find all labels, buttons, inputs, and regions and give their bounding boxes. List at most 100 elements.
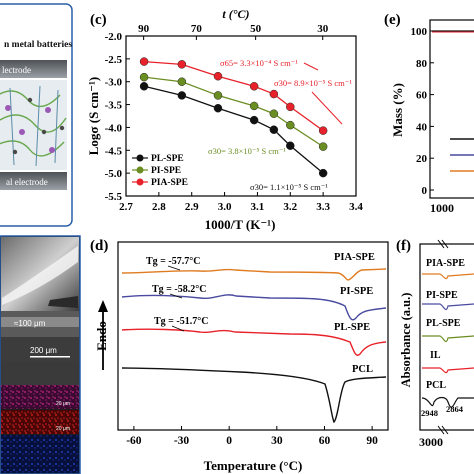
panel-c-label: (c) (90, 12, 107, 28)
panel-c-conductivity-chart: (c) t (°C) 90 70 50 30 2.7 2.8 2.9 3.0 3.1 3.2 3.… (86, 7, 363, 232)
c-point-pl-spe (249, 115, 259, 125)
panel-c-xlabel: 1000/T (K⁻¹) (205, 217, 276, 232)
eds-scale-2: 20 μm (56, 426, 70, 432)
e-ytick-label: 60 (416, 90, 428, 102)
annot-sigma65-pointer (303, 62, 319, 71)
annot-sigma30-pi: σ30= 3.8×10⁻⁵ S cm⁻¹ (208, 146, 286, 156)
sem-film-layer (1, 317, 79, 327)
legend-marker-pia (136, 178, 144, 186)
c-point-pl-spe (269, 125, 279, 134)
c-point-pl-spe (213, 103, 223, 113)
e-ytick-label: 20 (416, 153, 428, 165)
c-xtick-label: 3.4 (349, 201, 363, 213)
tg-pl-label: Tg = -51.7°C (154, 316, 208, 327)
panel-c-top-axis-label: t (°C) (222, 7, 249, 21)
tg-pia-label: Tg = -57.7°C (146, 256, 200, 267)
c-ytick-label: -3.5 (105, 100, 123, 112)
c-point-pia-spe (286, 102, 295, 112)
ftir-curve-il (422, 367, 474, 374)
c-xtick-label: 3.0 (218, 201, 232, 213)
tg-pl-pointer (171, 325, 185, 332)
c-xtick-label: 2.9 (185, 201, 199, 213)
panel-f-plot-frame (419, 243, 474, 431)
sem-scale-bar (30, 356, 70, 358)
annot-sigma65: σ65= 3.3×10⁻⁴ S cm⁻¹ (220, 58, 298, 68)
dsc-curve-pcl (121, 367, 387, 424)
c-point-pia-spe (249, 82, 259, 91)
tweezers (48, 296, 78, 308)
panel-d-ylabel: Endo (94, 321, 109, 351)
panel-a-schematic: n metal batteries lectrode al electrode (0, 3, 73, 227)
e-ytick-label: 0 (422, 185, 428, 197)
panel-d-label: (d) (90, 238, 108, 254)
top-electrode-label: lectrode (2, 65, 31, 75)
membrane-bent-film (2, 246, 78, 305)
legend-pia: PIA-SPE (151, 178, 188, 188)
tg-pia-pointer (167, 265, 181, 271)
polymer-network-illustration (0, 85, 67, 167)
c-point-pi-spe (286, 120, 295, 130)
c-xtick-label: 3.1 (251, 201, 265, 213)
ftir-label-pia: PIA-SPE (426, 258, 465, 269)
panel-e-plot-frame (429, 19, 474, 199)
panel-f-ylabel: Absorbance (a.u.) (399, 293, 413, 388)
annot-sigma30-pia: σ30= 8.9×10⁻⁵ S cm⁻¹ (274, 78, 352, 88)
d-xtick-label: 90 (366, 435, 378, 447)
c-point-pia-spe (269, 89, 279, 99)
dsc-curve-pi (121, 294, 387, 321)
panel-d-xlabel: Temperature (°C) (204, 458, 303, 473)
dsc-curve-pl (121, 328, 387, 356)
c-point-pi-spe (318, 142, 328, 151)
c-xtick-label: 3.2 (283, 201, 297, 213)
panel-c-series (139, 57, 328, 178)
sem-scale-label: 200 μm (30, 346, 57, 355)
panel-e-y-ticks: 100 80 60 40 20 0 (411, 26, 434, 197)
c-toptick-label: 30 (317, 23, 329, 35)
ftir-curve-pl (422, 335, 474, 343)
dsc-label-pia: PIA-SPE (334, 252, 375, 263)
peak-label-2948: 2948 (421, 408, 438, 418)
eds-map-blue (1, 435, 79, 473)
panel-e-xtick: 1000 (430, 201, 454, 215)
sem-surface-2 (1, 361, 79, 385)
panel-e-label: (e) (384, 12, 401, 28)
e-ytick-label: 80 (416, 58, 428, 70)
d-xtick-label: -30 (174, 435, 190, 447)
bottom-electrode-label: al electrode (6, 177, 48, 187)
bottom-electrode (0, 172, 67, 190)
panel-a-title: n metal batteries (4, 40, 72, 50)
electrolyte-layer (0, 80, 67, 170)
axis-break-top (437, 239, 449, 249)
annot-sigma30-pl: σ30= 1.1×10⁻⁵ S cm⁻¹ (250, 182, 328, 192)
c-toptick-label: 50 (250, 23, 262, 35)
panel-e-ylabel: Mass (%) (390, 83, 405, 137)
c-point-pl-spe (177, 91, 187, 100)
panel-c-y-ticks: -2.0 -2.5 -3.0 -3.5 -4.0 -4.5 -5.0 -5.5 (105, 31, 130, 203)
panel-d-dsc-chart: (d) -60 -30 0 30 60 90 Endo Temperature (°C) … (90, 238, 389, 473)
axis-break-bottom (437, 425, 449, 435)
legend-pl: PL-SPE (151, 154, 184, 164)
c-point-pi-spe (269, 109, 279, 118)
d-xtick-label: 60 (319, 435, 331, 447)
panel-d-x-ticks: -60 -30 0 30 60 90 (126, 426, 378, 447)
endo-arrow-head (98, 300, 108, 312)
e-ytick-label: 100 (411, 26, 428, 38)
c-point-pi-spe (177, 77, 187, 86)
panel-c-top-ticks: 90 70 50 30 (138, 23, 329, 40)
d-xtick-label: 30 (271, 435, 283, 447)
eds-map-red (1, 410, 79, 434)
c-point-pl-spe (286, 141, 295, 150)
c-point-pi-spe (213, 91, 223, 100)
c-ytick-label: -4.0 (105, 122, 123, 134)
c-point-pi-spe (139, 72, 149, 82)
panel-c-legend: PL-SPE PI-SPE PIA-SPE (132, 154, 188, 188)
c-toptick-label: 90 (138, 23, 150, 35)
panel-c-x-ticks: 2.7 2.8 2.9 3.0 3.1 3.2 3.3 3.4 (119, 192, 363, 213)
c-ytick-label: -5.5 (105, 191, 123, 203)
c-point-pia-spe (318, 126, 328, 135)
c-ytick-label: -2.5 (105, 54, 123, 66)
eds-scale-1: 20 μm (56, 401, 70, 407)
panel-f-xtick: 3000 (419, 435, 443, 449)
dsc-curve-pia (121, 268, 387, 281)
tg-pi-pointer (169, 293, 183, 299)
